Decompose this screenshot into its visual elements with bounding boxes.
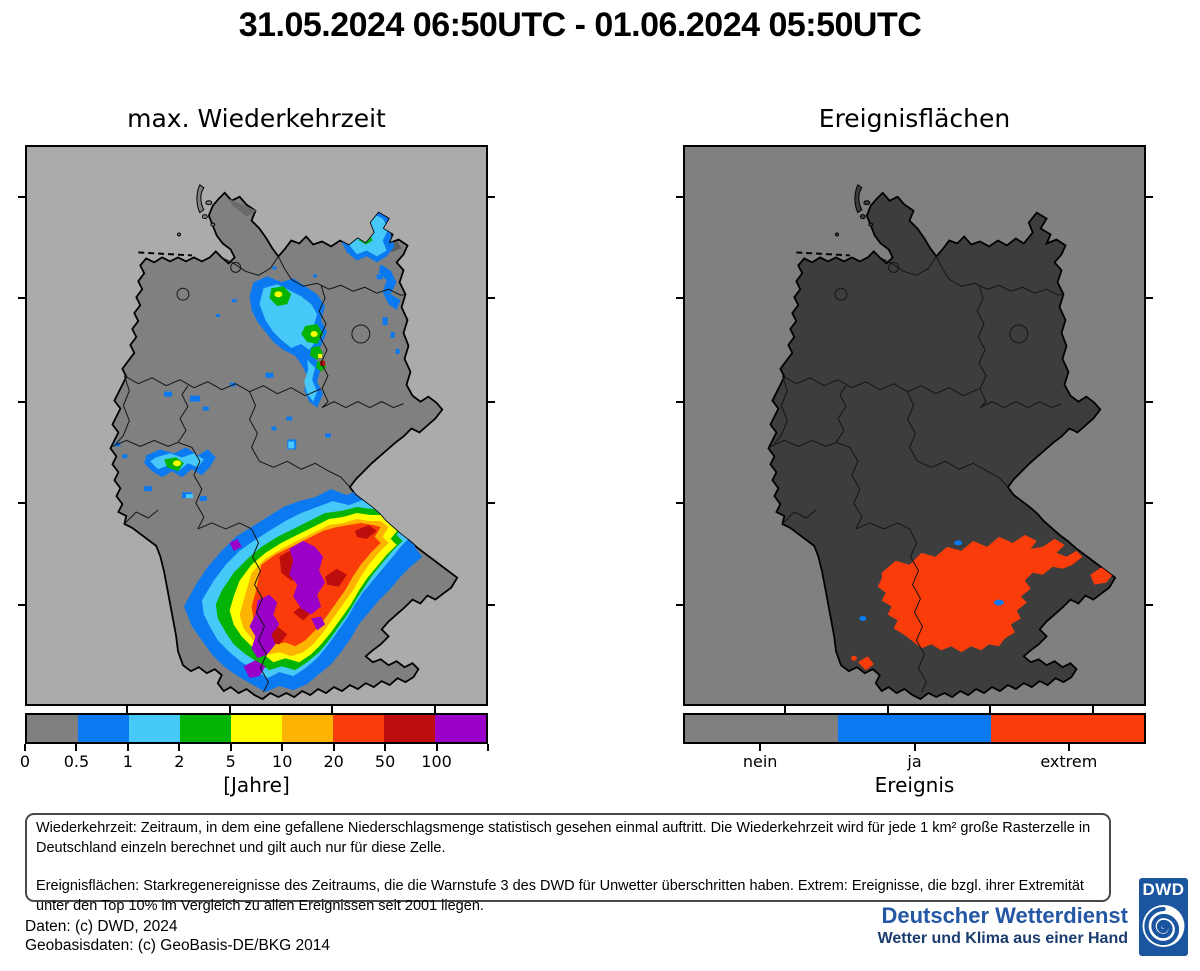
map-event-areas	[683, 145, 1146, 706]
axis-tick	[1146, 196, 1153, 198]
axis-tick	[331, 706, 333, 713]
dwd-logo: DWD	[1139, 878, 1188, 956]
description-box: Wiederkehrzeit: Zeitraum, in dem eine ge…	[25, 813, 1111, 914]
colorbar-tick-label: 20	[323, 752, 344, 771]
colorbar-tick	[487, 744, 489, 751]
axis-tick	[488, 604, 495, 606]
colorbar-tick	[178, 744, 181, 751]
axis-tick	[1146, 502, 1153, 504]
colorbar-segment	[384, 715, 435, 742]
axis-tick	[887, 706, 889, 713]
colorbar-tick-label: 1	[122, 752, 133, 771]
denmark-border-patch	[228, 198, 257, 217]
colorbar-tick-label: 0.5	[63, 752, 90, 771]
axis-tick	[18, 297, 25, 299]
axis-tick	[676, 401, 683, 403]
description-ereignisflaechen: Ereignisflächen: Starkregenereignisse de…	[36, 878, 1084, 914]
axis-tick	[1146, 401, 1153, 403]
return-period-field	[114, 200, 425, 693]
description-wiederkehrzeit: Wiederkehrzeit: Zeitraum, in dem eine ge…	[36, 820, 1091, 856]
axis-tick	[229, 706, 231, 713]
colorbar-left-unit-label: [Jahre]	[223, 773, 290, 797]
axis-tick	[1146, 604, 1153, 606]
axis-tick	[676, 196, 683, 198]
dwd-wordmark: Deutscher Wetterdienst Wetter und Klima …	[878, 903, 1128, 948]
axis-tick	[126, 706, 128, 713]
colorbar-segment	[435, 715, 486, 742]
colorbar-left-bar	[25, 713, 488, 744]
axis-tick	[989, 706, 991, 713]
axis-tick	[488, 502, 495, 504]
spiral-icon	[1142, 905, 1185, 947]
colorbar-segment	[282, 715, 333, 742]
colorbar-tick	[759, 744, 762, 751]
data-credits: Daten: (c) DWD, 2024 Geobasisdaten: (c) …	[25, 917, 330, 955]
colorbar-tick-label: 2	[174, 752, 185, 771]
colorbar-segment	[838, 715, 991, 742]
colorbar-tick	[384, 744, 387, 751]
axis-tick	[18, 502, 25, 504]
colorbar-tick	[913, 744, 916, 751]
colorbar-tick	[1067, 744, 1070, 751]
colorbar-segment	[27, 715, 78, 742]
axis-tick	[676, 604, 683, 606]
colorbar-tick	[281, 744, 284, 751]
axis-tick	[784, 706, 786, 713]
colorbar-tick-label: nein	[742, 752, 778, 771]
colorbar-segment	[129, 715, 180, 742]
colorbar-segment	[180, 715, 231, 742]
colorbar-segment	[685, 715, 838, 742]
colorbar-tick-label: 50	[374, 752, 396, 771]
axis-tick	[18, 604, 25, 606]
axis-tick	[434, 706, 436, 713]
left-panel-title: max. Wiederkehrzeit	[127, 104, 386, 133]
axis-tick	[676, 502, 683, 504]
germany-map-left	[109, 183, 459, 700]
axis-tick	[18, 401, 25, 403]
colorbar-right-bar	[683, 713, 1146, 744]
figure-title: 31.05.2024 06:50UTC - 01.06.2024 05:50UT…	[238, 6, 922, 44]
event-area-field	[850, 534, 1115, 671]
colorbar-segment	[78, 715, 129, 742]
dwd-logo-text: DWD	[1142, 880, 1185, 899]
axis-tick	[676, 297, 683, 299]
colorbar-right-unit-label: Ereignis	[874, 773, 955, 797]
axis-tick	[488, 196, 495, 198]
map-return-period	[25, 145, 488, 706]
colorbar-tick-label: 5	[225, 752, 236, 771]
credit-line-1: Daten: (c) DWD, 2024	[25, 918, 178, 935]
colorbar-tick	[332, 744, 335, 751]
colorbar-tick	[126, 744, 129, 751]
axis-tick	[488, 401, 495, 403]
colorbar-tick	[435, 744, 438, 751]
colorbar-event: Ereignis nein ja extrem	[683, 713, 1146, 803]
colorbar-tick-label: ja	[907, 752, 922, 771]
colorbar-tick	[75, 744, 78, 751]
colorbar-tick	[24, 744, 26, 751]
colorbar-tick-label: 0	[19, 752, 31, 771]
axis-tick	[18, 196, 25, 198]
colorbar-tick-label: 10	[272, 752, 293, 771]
colorbar-tick-label: extrem	[1040, 752, 1098, 771]
right-panel-title: Ereignisflächen	[818, 104, 1011, 133]
germany-map-right	[767, 183, 1117, 700]
dwd-org-name: Deutscher Wetterdienst	[881, 903, 1128, 928]
axis-tick	[488, 297, 495, 299]
dwd-slogan: Wetter und Klima aus einer Hand	[877, 930, 1128, 947]
colorbar-segment	[991, 715, 1144, 742]
colorbar-return-period: [Jahre] 0 0.5 1 2 5 10 20 50 100	[20, 713, 489, 803]
credit-line-2: Geobasisdaten: (c) GeoBasis-DE/BKG 2014	[25, 937, 330, 954]
colorbar-segment	[231, 715, 282, 742]
colorbar-segment	[333, 715, 384, 742]
colorbar-tick-label: 100	[421, 752, 452, 771]
axis-tick	[1092, 706, 1094, 713]
axis-tick	[1146, 297, 1153, 299]
colorbar-tick	[229, 744, 232, 751]
